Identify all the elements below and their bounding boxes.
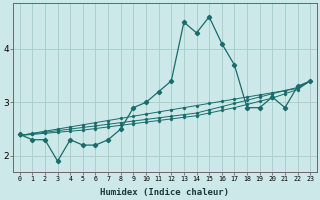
X-axis label: Humidex (Indice chaleur): Humidex (Indice chaleur): [100, 188, 229, 197]
